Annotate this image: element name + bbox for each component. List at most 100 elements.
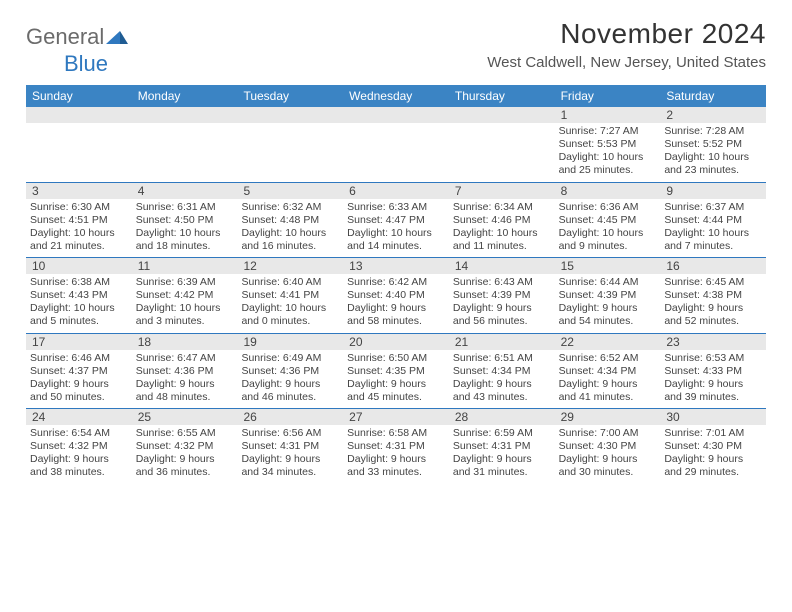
day-cell bbox=[343, 107, 449, 182]
sunrise-text: Sunrise: 6:30 AM bbox=[30, 201, 128, 214]
daylight-text: Daylight: 10 hours and 14 minutes. bbox=[347, 227, 445, 253]
day-details: Sunrise: 6:33 AMSunset: 4:47 PMDaylight:… bbox=[343, 199, 449, 258]
day-cell: 7Sunrise: 6:34 AMSunset: 4:46 PMDaylight… bbox=[449, 183, 555, 258]
day-details: Sunrise: 6:54 AMSunset: 4:32 PMDaylight:… bbox=[26, 425, 132, 484]
daylight-text: Daylight: 9 hours and 34 minutes. bbox=[241, 453, 339, 479]
sunrise-text: Sunrise: 6:44 AM bbox=[559, 276, 657, 289]
daylight-text: Daylight: 9 hours and 33 minutes. bbox=[347, 453, 445, 479]
day-number: 30 bbox=[660, 409, 766, 425]
day-number: 8 bbox=[555, 183, 661, 199]
day-details: Sunrise: 7:00 AMSunset: 4:30 PMDaylight:… bbox=[555, 425, 661, 484]
daylight-text: Daylight: 9 hours and 39 minutes. bbox=[664, 378, 762, 404]
sunrise-text: Sunrise: 6:50 AM bbox=[347, 352, 445, 365]
day-details: Sunrise: 6:46 AMSunset: 4:37 PMDaylight:… bbox=[26, 350, 132, 409]
day-cell bbox=[132, 107, 238, 182]
daylight-text: Daylight: 10 hours and 7 minutes. bbox=[664, 227, 762, 253]
day-cell: 13Sunrise: 6:42 AMSunset: 4:40 PMDayligh… bbox=[343, 258, 449, 333]
sunset-text: Sunset: 5:52 PM bbox=[664, 138, 762, 151]
sunset-text: Sunset: 4:38 PM bbox=[664, 289, 762, 302]
day-details: Sunrise: 6:50 AMSunset: 4:35 PMDaylight:… bbox=[343, 350, 449, 409]
day-details: Sunrise: 6:44 AMSunset: 4:39 PMDaylight:… bbox=[555, 274, 661, 333]
day-header-row: Sunday Monday Tuesday Wednesday Thursday… bbox=[26, 85, 766, 107]
day-number bbox=[132, 107, 238, 123]
day-header: Monday bbox=[132, 85, 238, 107]
day-details: Sunrise: 6:51 AMSunset: 4:34 PMDaylight:… bbox=[449, 350, 555, 409]
sunset-text: Sunset: 4:34 PM bbox=[559, 365, 657, 378]
daylight-text: Daylight: 9 hours and 58 minutes. bbox=[347, 302, 445, 328]
sunset-text: Sunset: 4:32 PM bbox=[30, 440, 128, 453]
sunrise-text: Sunrise: 6:36 AM bbox=[559, 201, 657, 214]
sunrise-text: Sunrise: 6:38 AM bbox=[30, 276, 128, 289]
week-row: 10Sunrise: 6:38 AMSunset: 4:43 PMDayligh… bbox=[26, 257, 766, 333]
day-cell: 4Sunrise: 6:31 AMSunset: 4:50 PMDaylight… bbox=[132, 183, 238, 258]
day-cell: 2Sunrise: 7:28 AMSunset: 5:52 PMDaylight… bbox=[660, 107, 766, 182]
sunset-text: Sunset: 4:43 PM bbox=[30, 289, 128, 302]
day-number: 1 bbox=[555, 107, 661, 123]
sunset-text: Sunset: 4:37 PM bbox=[30, 365, 128, 378]
brand-name-a: General bbox=[26, 24, 104, 50]
daylight-text: Daylight: 9 hours and 48 minutes. bbox=[136, 378, 234, 404]
week-row: 24Sunrise: 6:54 AMSunset: 4:32 PMDayligh… bbox=[26, 408, 766, 484]
day-details-empty bbox=[449, 123, 555, 179]
sunrise-text: Sunrise: 6:37 AM bbox=[664, 201, 762, 214]
day-number: 22 bbox=[555, 334, 661, 350]
day-number: 17 bbox=[26, 334, 132, 350]
sunset-text: Sunset: 5:53 PM bbox=[559, 138, 657, 151]
day-number: 15 bbox=[555, 258, 661, 274]
day-cell: 11Sunrise: 6:39 AMSunset: 4:42 PMDayligh… bbox=[132, 258, 238, 333]
day-number: 2 bbox=[660, 107, 766, 123]
day-number: 9 bbox=[660, 183, 766, 199]
day-details: Sunrise: 6:40 AMSunset: 4:41 PMDaylight:… bbox=[237, 274, 343, 333]
sunrise-text: Sunrise: 6:40 AM bbox=[241, 276, 339, 289]
daylight-text: Daylight: 9 hours and 29 minutes. bbox=[664, 453, 762, 479]
sunset-text: Sunset: 4:34 PM bbox=[453, 365, 551, 378]
sunset-text: Sunset: 4:35 PM bbox=[347, 365, 445, 378]
day-header: Tuesday bbox=[237, 85, 343, 107]
day-number: 10 bbox=[26, 258, 132, 274]
day-details: Sunrise: 6:39 AMSunset: 4:42 PMDaylight:… bbox=[132, 274, 238, 333]
daylight-text: Daylight: 9 hours and 54 minutes. bbox=[559, 302, 657, 328]
day-details: Sunrise: 6:49 AMSunset: 4:36 PMDaylight:… bbox=[237, 350, 343, 409]
day-cell: 12Sunrise: 6:40 AMSunset: 4:41 PMDayligh… bbox=[237, 258, 343, 333]
sunrise-text: Sunrise: 6:39 AM bbox=[136, 276, 234, 289]
day-header: Thursday bbox=[449, 85, 555, 107]
day-number: 25 bbox=[132, 409, 238, 425]
daylight-text: Daylight: 10 hours and 23 minutes. bbox=[664, 151, 762, 177]
day-details: Sunrise: 6:53 AMSunset: 4:33 PMDaylight:… bbox=[660, 350, 766, 409]
day-number: 6 bbox=[343, 183, 449, 199]
day-cell: 1Sunrise: 7:27 AMSunset: 5:53 PMDaylight… bbox=[555, 107, 661, 182]
daylight-text: Daylight: 10 hours and 9 minutes. bbox=[559, 227, 657, 253]
daylight-text: Daylight: 9 hours and 46 minutes. bbox=[241, 378, 339, 404]
sunrise-text: Sunrise: 6:53 AM bbox=[664, 352, 762, 365]
day-details-empty bbox=[132, 123, 238, 179]
day-details: Sunrise: 6:38 AMSunset: 4:43 PMDaylight:… bbox=[26, 274, 132, 333]
day-details: Sunrise: 6:37 AMSunset: 4:44 PMDaylight:… bbox=[660, 199, 766, 258]
day-cell: 23Sunrise: 6:53 AMSunset: 4:33 PMDayligh… bbox=[660, 334, 766, 409]
sunset-text: Sunset: 4:39 PM bbox=[559, 289, 657, 302]
day-cell: 17Sunrise: 6:46 AMSunset: 4:37 PMDayligh… bbox=[26, 334, 132, 409]
sunset-text: Sunset: 4:31 PM bbox=[241, 440, 339, 453]
sunset-text: Sunset: 4:31 PM bbox=[347, 440, 445, 453]
sunrise-text: Sunrise: 6:42 AM bbox=[347, 276, 445, 289]
day-cell: 25Sunrise: 6:55 AMSunset: 4:32 PMDayligh… bbox=[132, 409, 238, 484]
day-header: Wednesday bbox=[343, 85, 449, 107]
brand-mark-icon bbox=[106, 24, 128, 50]
daylight-text: Daylight: 10 hours and 25 minutes. bbox=[559, 151, 657, 177]
day-number: 11 bbox=[132, 258, 238, 274]
day-cell: 18Sunrise: 6:47 AMSunset: 4:36 PMDayligh… bbox=[132, 334, 238, 409]
day-cell: 9Sunrise: 6:37 AMSunset: 4:44 PMDaylight… bbox=[660, 183, 766, 258]
sunrise-text: Sunrise: 6:51 AM bbox=[453, 352, 551, 365]
day-details-empty bbox=[343, 123, 449, 179]
day-number: 14 bbox=[449, 258, 555, 274]
day-details: Sunrise: 6:32 AMSunset: 4:48 PMDaylight:… bbox=[237, 199, 343, 258]
day-cell: 26Sunrise: 6:56 AMSunset: 4:31 PMDayligh… bbox=[237, 409, 343, 484]
sunrise-text: Sunrise: 6:56 AM bbox=[241, 427, 339, 440]
day-number: 19 bbox=[237, 334, 343, 350]
sunrise-text: Sunrise: 6:55 AM bbox=[136, 427, 234, 440]
day-details-empty bbox=[26, 123, 132, 179]
day-cell: 19Sunrise: 6:49 AMSunset: 4:36 PMDayligh… bbox=[237, 334, 343, 409]
day-details: Sunrise: 6:42 AMSunset: 4:40 PMDaylight:… bbox=[343, 274, 449, 333]
day-cell: 21Sunrise: 6:51 AMSunset: 4:34 PMDayligh… bbox=[449, 334, 555, 409]
day-number bbox=[237, 107, 343, 123]
daylight-text: Daylight: 10 hours and 11 minutes. bbox=[453, 227, 551, 253]
